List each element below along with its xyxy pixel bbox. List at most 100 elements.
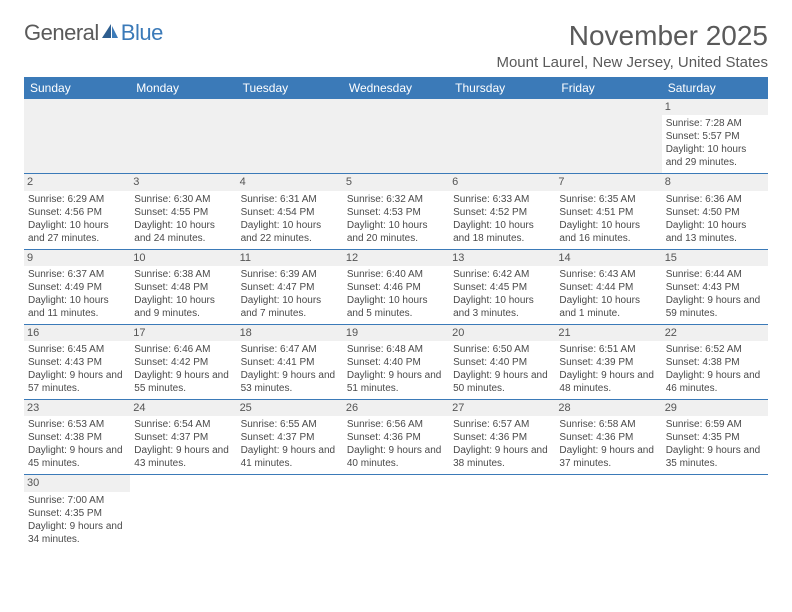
sunrise-line: Sunrise: 6:54 AM bbox=[134, 418, 232, 431]
day-number: 29 bbox=[662, 400, 768, 416]
day-number: 23 bbox=[24, 400, 130, 416]
day-cell-empty bbox=[343, 475, 449, 549]
day-cell: 12Sunrise: 6:40 AMSunset: 4:46 PMDayligh… bbox=[343, 250, 449, 324]
sunrise-line: Sunrise: 6:40 AM bbox=[347, 268, 445, 281]
month-year: November 2025 bbox=[496, 20, 768, 52]
day-cell: 4Sunrise: 6:31 AMSunset: 4:54 PMDaylight… bbox=[237, 174, 343, 248]
day-number: 1 bbox=[662, 99, 768, 115]
day-cell: 19Sunrise: 6:48 AMSunset: 4:40 PMDayligh… bbox=[343, 325, 449, 399]
daylight-line: Daylight: 9 hours and 53 minutes. bbox=[241, 369, 339, 395]
sunset-line: Sunset: 4:38 PM bbox=[28, 431, 126, 444]
sunset-line: Sunset: 4:41 PM bbox=[241, 356, 339, 369]
day-cell: 24Sunrise: 6:54 AMSunset: 4:37 PMDayligh… bbox=[130, 400, 236, 474]
daylight-line: Daylight: 9 hours and 59 minutes. bbox=[666, 294, 764, 320]
day-cell: 30Sunrise: 7:00 AMSunset: 4:35 PMDayligh… bbox=[24, 475, 130, 549]
daylight-line: Daylight: 9 hours and 55 minutes. bbox=[134, 369, 232, 395]
sunrise-line: Sunrise: 6:51 AM bbox=[559, 343, 657, 356]
week-row: 1Sunrise: 7:28 AMSunset: 5:57 PMDaylight… bbox=[24, 99, 768, 174]
daylight-line: Daylight: 9 hours and 50 minutes. bbox=[453, 369, 551, 395]
sunrise-line: Sunrise: 6:50 AM bbox=[453, 343, 551, 356]
day-cell-empty bbox=[130, 475, 236, 549]
daylight-line: Daylight: 10 hours and 7 minutes. bbox=[241, 294, 339, 320]
day-cell: 17Sunrise: 6:46 AMSunset: 4:42 PMDayligh… bbox=[130, 325, 236, 399]
day-number: 19 bbox=[343, 325, 449, 341]
day-number: 24 bbox=[130, 400, 236, 416]
weekday-header: Friday bbox=[555, 77, 661, 99]
day-number: 26 bbox=[343, 400, 449, 416]
sunset-line: Sunset: 4:43 PM bbox=[28, 356, 126, 369]
day-number: 8 bbox=[662, 174, 768, 190]
logo-text-2: Blue bbox=[121, 20, 163, 46]
day-cell: 27Sunrise: 6:57 AMSunset: 4:36 PMDayligh… bbox=[449, 400, 555, 474]
day-cell: 29Sunrise: 6:59 AMSunset: 4:35 PMDayligh… bbox=[662, 400, 768, 474]
sunrise-line: Sunrise: 6:30 AM bbox=[134, 193, 232, 206]
day-cell: 7Sunrise: 6:35 AMSunset: 4:51 PMDaylight… bbox=[555, 174, 661, 248]
daylight-line: Daylight: 10 hours and 20 minutes. bbox=[347, 219, 445, 245]
day-number: 14 bbox=[555, 250, 661, 266]
daylight-line: Daylight: 10 hours and 9 minutes. bbox=[134, 294, 232, 320]
calendar-grid: SundayMondayTuesdayWednesdayThursdayFrid… bbox=[24, 77, 768, 550]
day-number: 16 bbox=[24, 325, 130, 341]
day-cell: 26Sunrise: 6:56 AMSunset: 4:36 PMDayligh… bbox=[343, 400, 449, 474]
sunset-line: Sunset: 4:49 PM bbox=[28, 281, 126, 294]
sunrise-line: Sunrise: 6:38 AM bbox=[134, 268, 232, 281]
sunset-line: Sunset: 4:47 PM bbox=[241, 281, 339, 294]
daylight-line: Daylight: 9 hours and 51 minutes. bbox=[347, 369, 445, 395]
day-number: 22 bbox=[662, 325, 768, 341]
day-number: 15 bbox=[662, 250, 768, 266]
day-cell: 25Sunrise: 6:55 AMSunset: 4:37 PMDayligh… bbox=[237, 400, 343, 474]
weekday-header: Wednesday bbox=[343, 77, 449, 99]
daylight-line: Daylight: 10 hours and 1 minute. bbox=[559, 294, 657, 320]
daylight-line: Daylight: 10 hours and 13 minutes. bbox=[666, 219, 764, 245]
day-number: 18 bbox=[237, 325, 343, 341]
weekday-header: Sunday bbox=[24, 77, 130, 99]
day-cell: 2Sunrise: 6:29 AMSunset: 4:56 PMDaylight… bbox=[24, 174, 130, 248]
sunrise-line: Sunrise: 6:57 AM bbox=[453, 418, 551, 431]
day-number: 30 bbox=[24, 475, 130, 491]
day-cell-empty bbox=[555, 99, 661, 173]
day-cell: 3Sunrise: 6:30 AMSunset: 4:55 PMDaylight… bbox=[130, 174, 236, 248]
daylight-line: Daylight: 9 hours and 48 minutes. bbox=[559, 369, 657, 395]
title-block: November 2025 Mount Laurel, New Jersey, … bbox=[496, 20, 768, 71]
daylight-line: Daylight: 9 hours and 57 minutes. bbox=[28, 369, 126, 395]
sunset-line: Sunset: 4:56 PM bbox=[28, 206, 126, 219]
daylight-line: Daylight: 10 hours and 18 minutes. bbox=[453, 219, 551, 245]
sunset-line: Sunset: 4:50 PM bbox=[666, 206, 764, 219]
week-row: 2Sunrise: 6:29 AMSunset: 4:56 PMDaylight… bbox=[24, 174, 768, 249]
sunset-line: Sunset: 4:54 PM bbox=[241, 206, 339, 219]
sunset-line: Sunset: 4:42 PM bbox=[134, 356, 232, 369]
daylight-line: Daylight: 9 hours and 38 minutes. bbox=[453, 444, 551, 470]
week-row: 30Sunrise: 7:00 AMSunset: 4:35 PMDayligh… bbox=[24, 475, 768, 549]
daylight-line: Daylight: 9 hours and 43 minutes. bbox=[134, 444, 232, 470]
daylight-line: Daylight: 9 hours and 40 minutes. bbox=[347, 444, 445, 470]
sunset-line: Sunset: 4:45 PM bbox=[453, 281, 551, 294]
day-cell: 28Sunrise: 6:58 AMSunset: 4:36 PMDayligh… bbox=[555, 400, 661, 474]
sunrise-line: Sunrise: 7:00 AM bbox=[28, 494, 126, 507]
day-cell: 5Sunrise: 6:32 AMSunset: 4:53 PMDaylight… bbox=[343, 174, 449, 248]
day-number: 6 bbox=[449, 174, 555, 190]
daylight-line: Daylight: 10 hours and 27 minutes. bbox=[28, 219, 126, 245]
day-cell: 23Sunrise: 6:53 AMSunset: 4:38 PMDayligh… bbox=[24, 400, 130, 474]
day-cell: 8Sunrise: 6:36 AMSunset: 4:50 PMDaylight… bbox=[662, 174, 768, 248]
day-number: 9 bbox=[24, 250, 130, 266]
day-number: 10 bbox=[130, 250, 236, 266]
day-cell: 14Sunrise: 6:43 AMSunset: 4:44 PMDayligh… bbox=[555, 250, 661, 324]
weekday-header: Tuesday bbox=[237, 77, 343, 99]
day-number: 4 bbox=[237, 174, 343, 190]
sunset-line: Sunset: 4:53 PM bbox=[347, 206, 445, 219]
sunrise-line: Sunrise: 7:28 AM bbox=[666, 117, 764, 130]
location: Mount Laurel, New Jersey, United States bbox=[496, 54, 768, 71]
day-cell: 1Sunrise: 7:28 AMSunset: 5:57 PMDaylight… bbox=[662, 99, 768, 173]
day-number: 27 bbox=[449, 400, 555, 416]
sunrise-line: Sunrise: 6:48 AM bbox=[347, 343, 445, 356]
sunset-line: Sunset: 4:46 PM bbox=[347, 281, 445, 294]
day-cell-empty bbox=[237, 99, 343, 173]
daylight-line: Daylight: 10 hours and 11 minutes. bbox=[28, 294, 126, 320]
sunset-line: Sunset: 4:48 PM bbox=[134, 281, 232, 294]
week-row: 23Sunrise: 6:53 AMSunset: 4:38 PMDayligh… bbox=[24, 400, 768, 475]
day-cell: 11Sunrise: 6:39 AMSunset: 4:47 PMDayligh… bbox=[237, 250, 343, 324]
sunrise-line: Sunrise: 6:59 AM bbox=[666, 418, 764, 431]
day-cell: 9Sunrise: 6:37 AMSunset: 4:49 PMDaylight… bbox=[24, 250, 130, 324]
daylight-line: Daylight: 9 hours and 41 minutes. bbox=[241, 444, 339, 470]
day-number: 3 bbox=[130, 174, 236, 190]
